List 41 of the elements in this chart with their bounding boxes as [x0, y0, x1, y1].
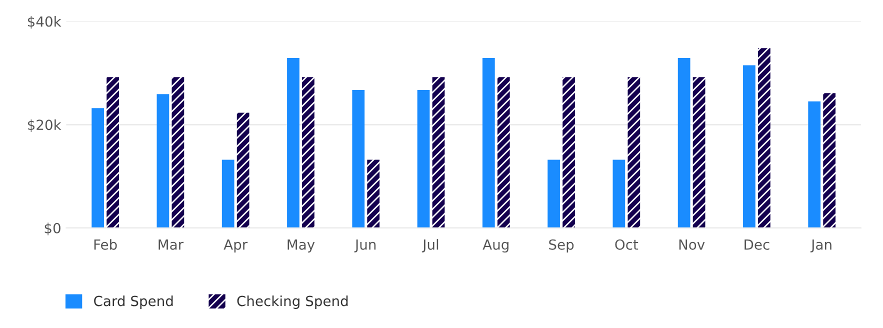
y-tick-label: $0 — [44, 222, 60, 236]
y-tick-label: $40k — [28, 16, 62, 29]
bar — [482, 58, 495, 228]
bar — [758, 48, 770, 228]
bar — [612, 160, 626, 228]
bar — [743, 65, 756, 228]
bar — [367, 160, 380, 228]
x-tick-label: Nov — [679, 240, 705, 250]
legend-label: Checking Spend — [237, 296, 348, 309]
bar — [432, 77, 445, 228]
bar — [628, 77, 640, 228]
bar — [156, 94, 170, 228]
x-tick-label: Sep — [549, 239, 574, 253]
x-tick-label: Jun — [354, 240, 376, 252]
bar — [92, 108, 104, 228]
x-tick-label: Mar — [158, 240, 184, 250]
y-tick-label: $20k — [28, 119, 62, 132]
bar — [548, 160, 560, 228]
bar — [352, 90, 365, 228]
bar — [562, 77, 575, 228]
bar — [302, 77, 314, 228]
bar — [172, 77, 184, 228]
bar — [287, 58, 300, 228]
bar — [236, 112, 250, 228]
x-tick-label: Apr — [224, 240, 248, 253]
legend-label: Card Spend — [94, 296, 173, 309]
bar — [692, 77, 706, 228]
bar — [222, 160, 234, 228]
x-tick-label: Jul — [422, 239, 438, 252]
bar — [808, 101, 821, 228]
bar — [106, 77, 119, 228]
x-tick-label: Jan — [810, 240, 832, 252]
bar — [497, 77, 510, 228]
x-tick-label: Dec — [744, 240, 770, 250]
x-tick-label: Oct — [615, 239, 638, 250]
bar — [417, 90, 430, 228]
x-tick-label: Aug — [482, 240, 508, 253]
x-tick-label: Feb — [94, 239, 117, 250]
bar — [678, 58, 690, 228]
x-tick-label: May — [288, 240, 315, 253]
bar — [823, 93, 836, 228]
